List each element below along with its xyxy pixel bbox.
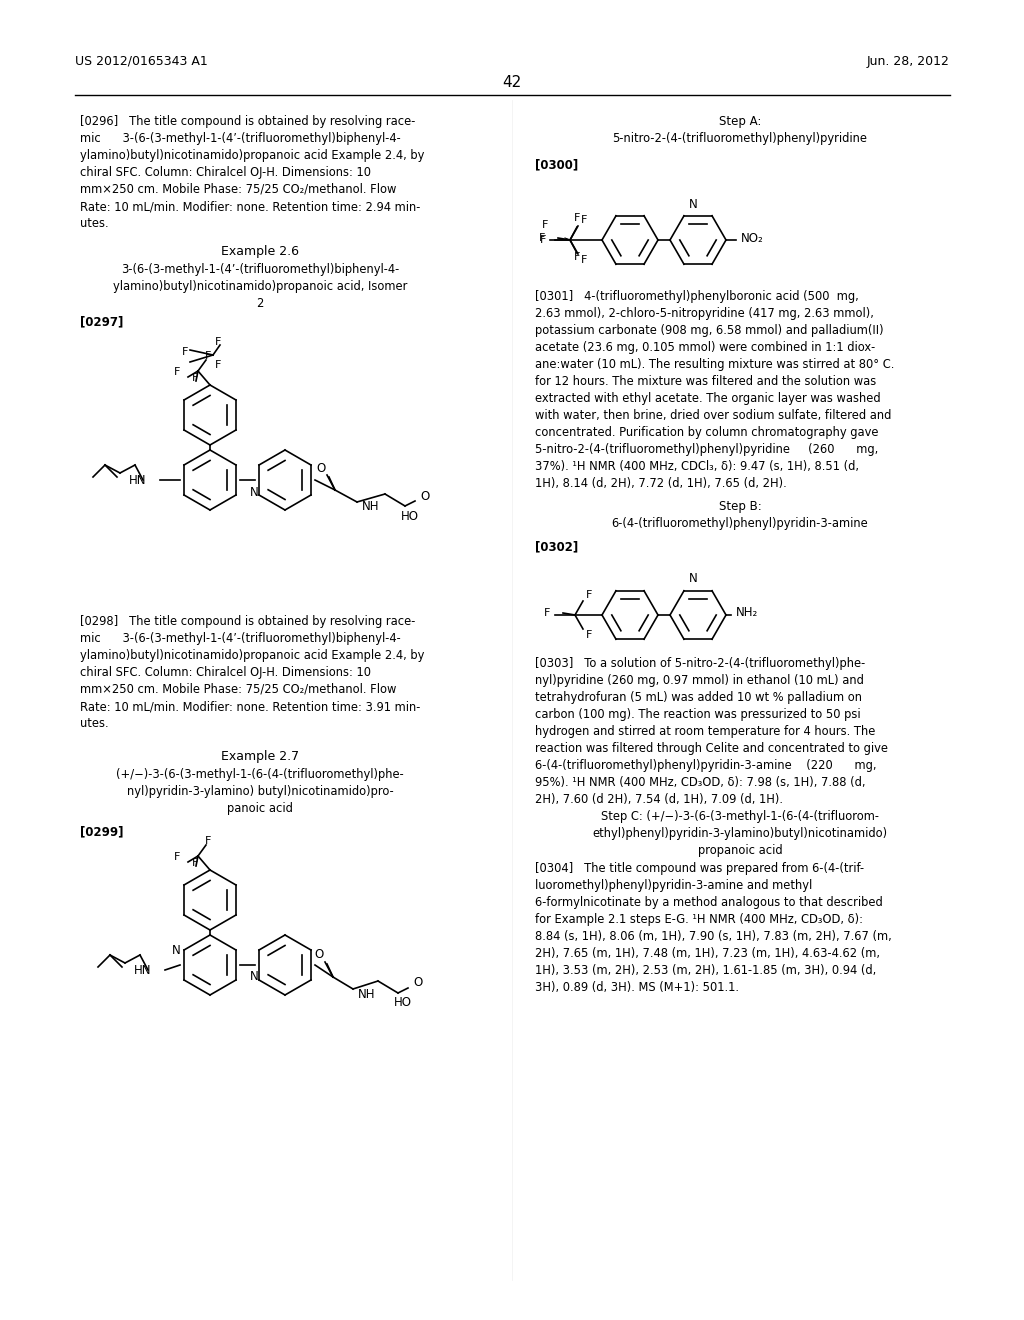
Text: F: F bbox=[174, 851, 180, 862]
Text: F: F bbox=[191, 858, 199, 869]
Text: 6-(4-(trifluoromethyl)phenyl)pyridin-3-amine: 6-(4-(trifluoromethyl)phenyl)pyridin-3-a… bbox=[611, 517, 868, 531]
Text: [0303]   To a solution of 5-nitro-2-(4-(trifluoromethyl)phe-
nyl)pyridine (260 m: [0303] To a solution of 5-nitro-2-(4-(tr… bbox=[535, 657, 888, 807]
Text: HN: HN bbox=[134, 964, 152, 977]
Text: NH: NH bbox=[362, 500, 380, 513]
Text: Step B:: Step B: bbox=[719, 500, 762, 513]
Text: [0298]   The title compound is obtained by resolving race-
mic      3-(6-(3-meth: [0298] The title compound is obtained by… bbox=[80, 615, 424, 730]
Text: 3-(6-(3-methyl-1-(4’-(trifluoromethyl)biphenyl-4-
ylamino)butyl)nicotinamido)pro: 3-(6-(3-methyl-1-(4’-(trifluoromethyl)bi… bbox=[113, 263, 408, 310]
Text: US 2012/0165343 A1: US 2012/0165343 A1 bbox=[75, 55, 208, 69]
Text: F: F bbox=[215, 360, 221, 370]
Text: NH: NH bbox=[358, 987, 376, 1001]
Text: F: F bbox=[205, 836, 211, 846]
Text: Step A:: Step A: bbox=[719, 115, 761, 128]
Text: HO: HO bbox=[401, 510, 419, 523]
Text: O: O bbox=[421, 490, 430, 503]
Text: F: F bbox=[586, 630, 592, 640]
Text: F: F bbox=[539, 234, 545, 243]
Text: Example 2.6: Example 2.6 bbox=[221, 246, 299, 257]
Text: NO₂: NO₂ bbox=[741, 231, 764, 244]
Text: HN: HN bbox=[129, 474, 146, 487]
Text: F: F bbox=[573, 252, 581, 261]
Text: N: N bbox=[172, 944, 180, 957]
Text: O: O bbox=[414, 977, 423, 990]
Text: F: F bbox=[540, 235, 546, 246]
Text: Step C: (+/−)-3-(6-(3-methyl-1-(6-(4-(trifluorom-
ethyl)phenyl)pyridin-3-ylamino: Step C: (+/−)-3-(6-(3-methyl-1-(6-(4-(tr… bbox=[593, 810, 888, 857]
Text: [0299]: [0299] bbox=[80, 825, 124, 838]
Text: O: O bbox=[314, 949, 324, 961]
Text: [0296]   The title compound is obtained by resolving race-
mic      3-(6-(3-meth: [0296] The title compound is obtained by… bbox=[80, 115, 424, 230]
Text: F: F bbox=[542, 220, 548, 230]
Text: N: N bbox=[250, 486, 258, 499]
Text: F: F bbox=[581, 215, 587, 224]
Text: F: F bbox=[586, 590, 592, 601]
Text: [0304]   The title compound was prepared from 6-(4-(trif-
luoromethyl)phenyl)pyr: [0304] The title compound was prepared f… bbox=[535, 862, 892, 994]
Text: Jun. 28, 2012: Jun. 28, 2012 bbox=[867, 55, 950, 69]
Text: HO: HO bbox=[394, 997, 412, 1010]
Text: F: F bbox=[174, 367, 180, 378]
Text: [0302]: [0302] bbox=[535, 540, 579, 553]
Text: N: N bbox=[250, 970, 258, 983]
Text: O: O bbox=[316, 462, 326, 474]
Text: F: F bbox=[205, 351, 211, 360]
Text: F: F bbox=[215, 337, 221, 347]
Text: NH₂: NH₂ bbox=[736, 606, 758, 619]
Text: (+/−)-3-(6-(3-methyl-1-(6-(4-(trifluoromethyl)phe-
nyl)pyridin-3-ylamino) butyl): (+/−)-3-(6-(3-methyl-1-(6-(4-(trifluorom… bbox=[116, 768, 403, 814]
Text: N: N bbox=[688, 573, 697, 586]
Text: [0297]: [0297] bbox=[80, 315, 123, 327]
Text: F: F bbox=[581, 255, 587, 265]
Text: F: F bbox=[573, 213, 581, 223]
Text: Example 2.7: Example 2.7 bbox=[221, 750, 299, 763]
Text: F: F bbox=[544, 609, 550, 618]
Text: F: F bbox=[182, 347, 188, 356]
Text: 42: 42 bbox=[503, 75, 521, 90]
Text: F: F bbox=[191, 374, 199, 383]
Text: 5-nitro-2-(4-(trifluoromethyl)phenyl)pyridine: 5-nitro-2-(4-(trifluoromethyl)phenyl)pyr… bbox=[612, 132, 867, 145]
Text: N: N bbox=[688, 198, 697, 210]
Text: [0300]: [0300] bbox=[535, 158, 579, 172]
Text: [0301]   4-(trifluoromethyl)phenylboronic acid (500  mg,
2.63 mmol), 2-chloro-5-: [0301] 4-(trifluoromethyl)phenylboronic … bbox=[535, 290, 894, 490]
